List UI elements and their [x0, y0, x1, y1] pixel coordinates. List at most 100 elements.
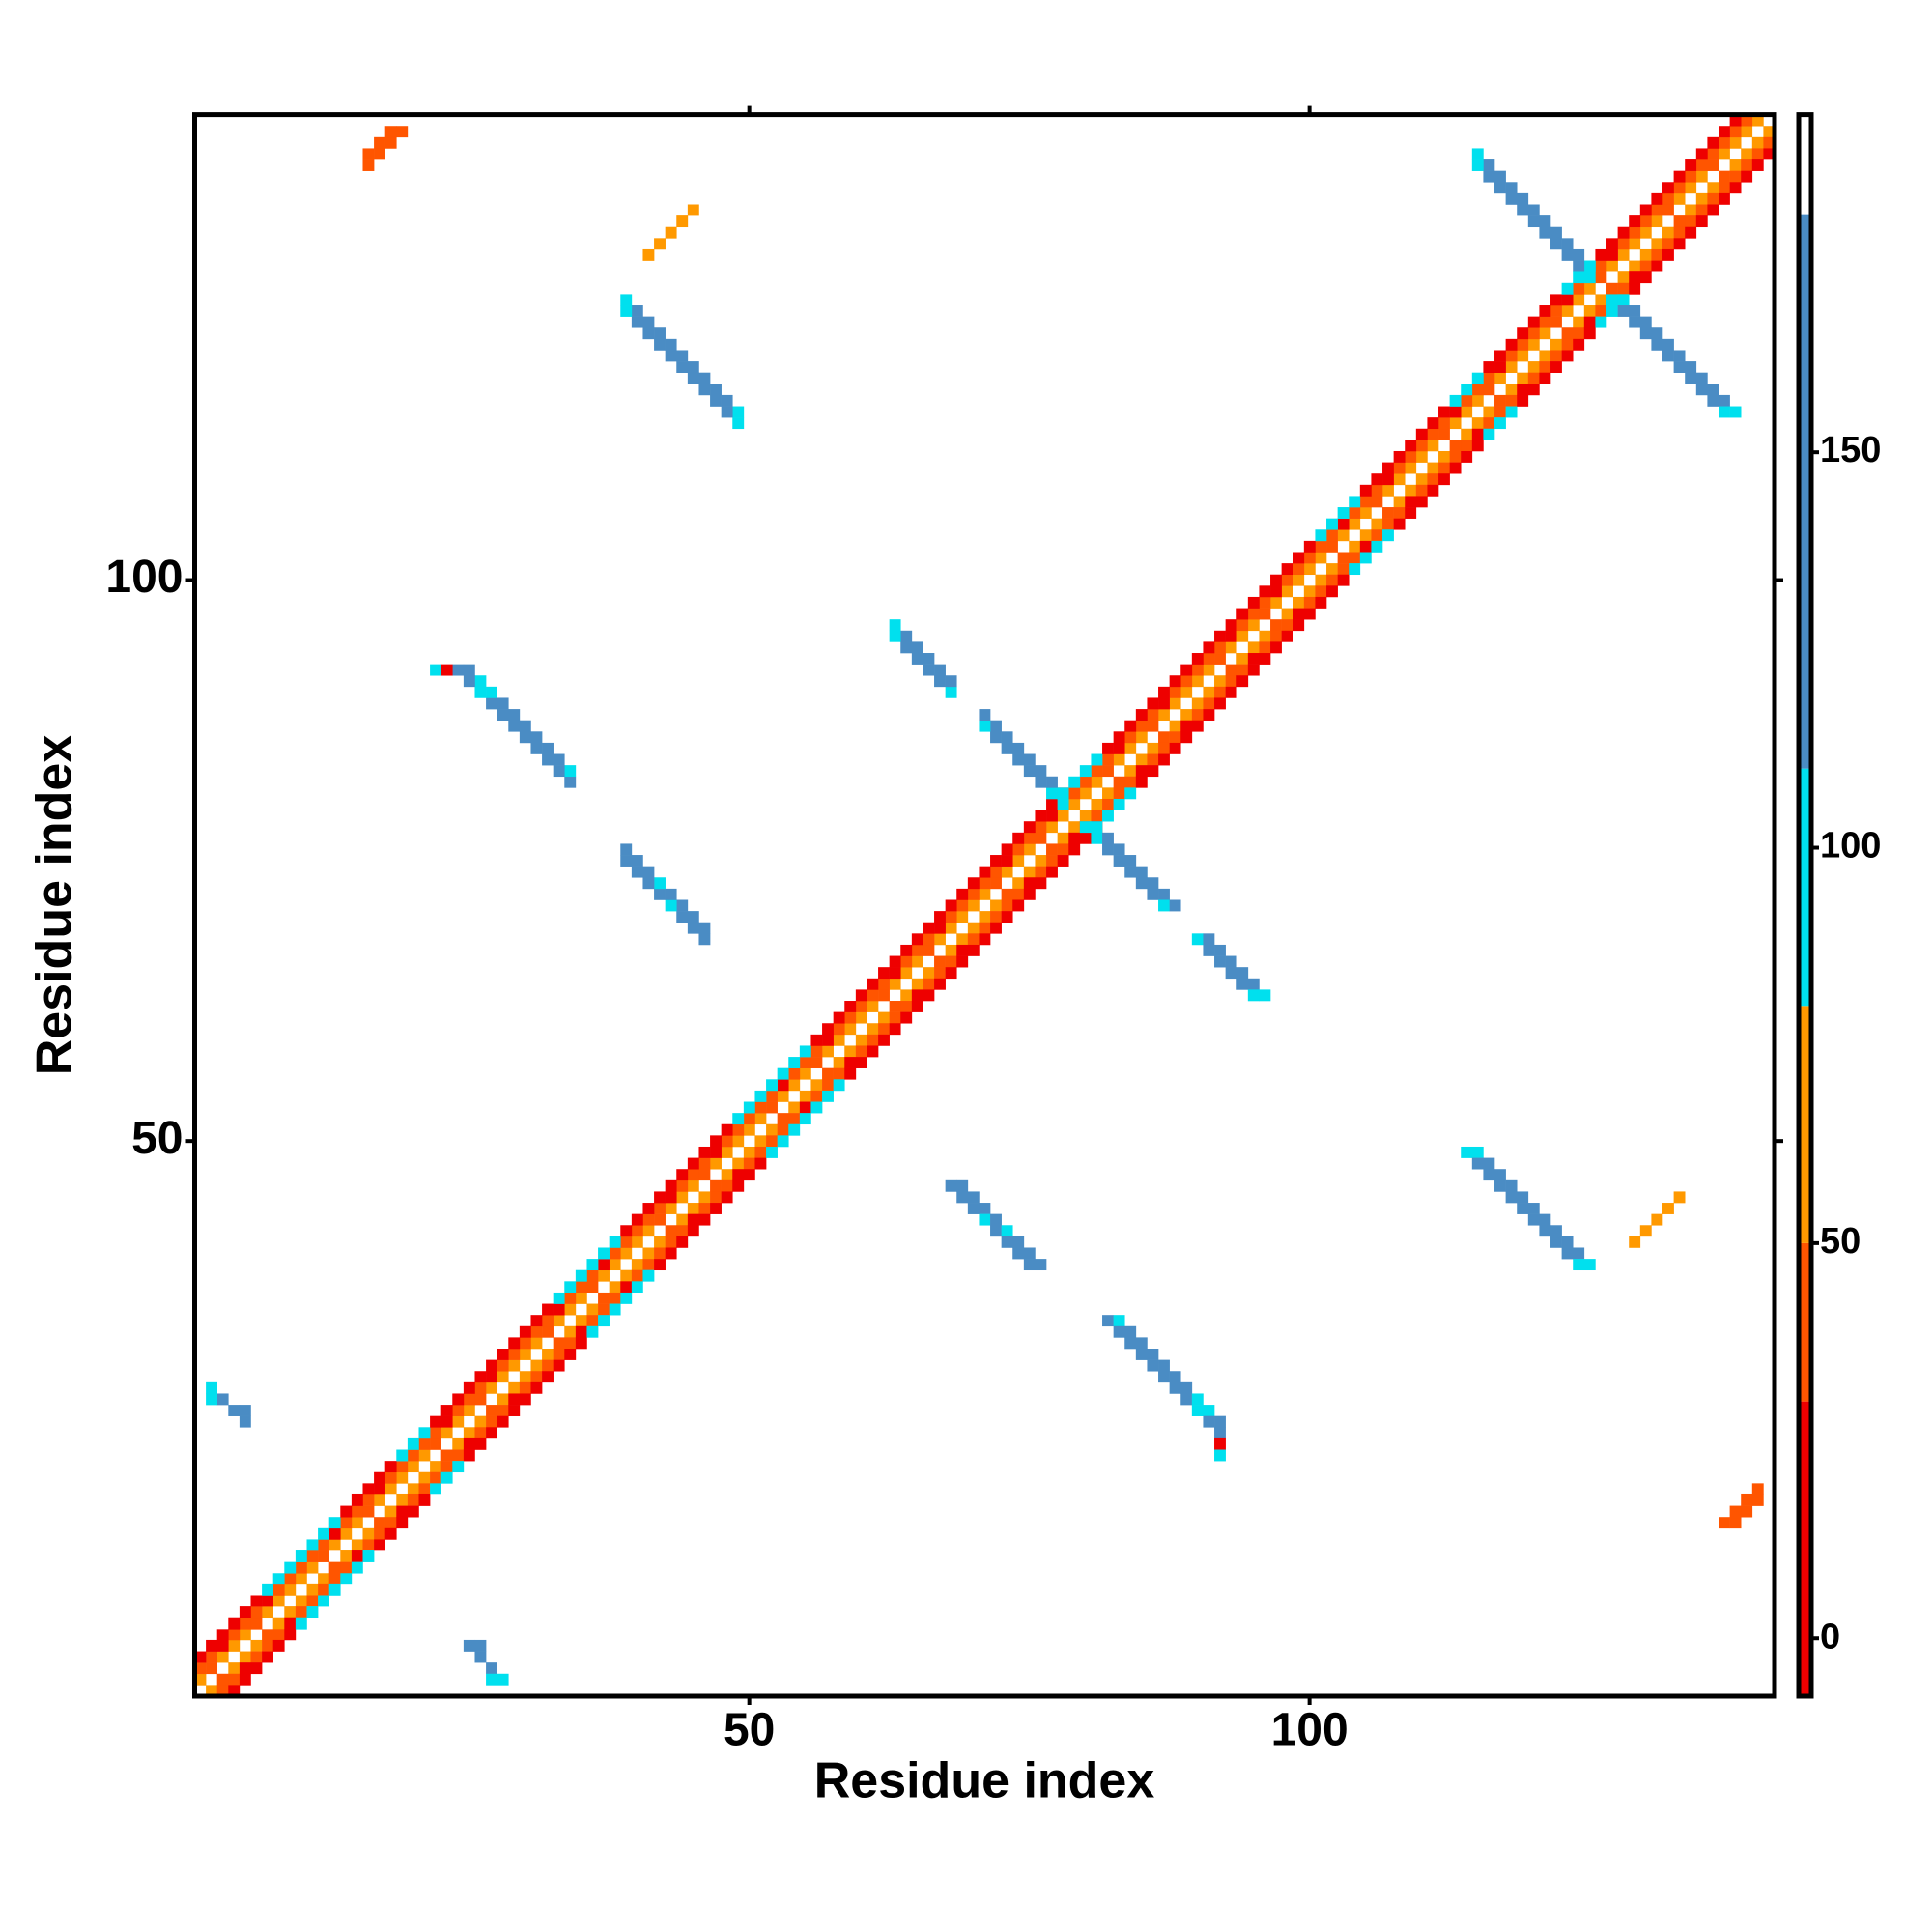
colorbar-segment [1799, 1401, 1811, 1696]
heatmap-cell [508, 1359, 521, 1372]
heatmap-cell [1494, 170, 1506, 183]
colorbar-tick-label: 150 [1820, 430, 1881, 470]
heatmap-cell [1225, 967, 1237, 980]
heatmap-cell [1303, 585, 1316, 598]
heatmap-cell [1763, 148, 1776, 160]
heatmap-cell [1124, 731, 1137, 744]
heatmap-cell [822, 1045, 834, 1058]
heatmap-cell [687, 1157, 699, 1170]
heatmap-cell [1247, 989, 1260, 1002]
heatmap-cell [407, 1449, 419, 1462]
heatmap-cell [698, 1146, 711, 1158]
heatmap-cell [1449, 406, 1462, 418]
heatmap-cell [609, 1259, 621, 1271]
heatmap-cell [1471, 394, 1484, 407]
heatmap-cell [1583, 316, 1596, 328]
heatmap-cell [777, 1090, 789, 1102]
heatmap-cell [1349, 518, 1361, 530]
heatmap-cell [676, 899, 689, 912]
heatmap-cell [1494, 182, 1506, 194]
heatmap-cell [508, 709, 521, 721]
heatmap-cell [810, 1101, 823, 1114]
heatmap-cell [676, 1236, 689, 1248]
heatmap-cell [1349, 552, 1361, 564]
heatmap-cell [1214, 944, 1226, 956]
heatmap-cell [1359, 552, 1372, 564]
heatmap-cell [1741, 1505, 1753, 1518]
heatmap-cell [542, 1359, 554, 1372]
heatmap-cell [878, 1023, 890, 1036]
heatmap-cell [1091, 821, 1103, 834]
heatmap-cell [1483, 159, 1495, 171]
heatmap-cell [1091, 753, 1103, 766]
heatmap-cell [1639, 1225, 1652, 1237]
heatmap-cell [665, 899, 677, 912]
heatmap-cell [1405, 484, 1417, 497]
heatmap-cell [452, 1461, 465, 1473]
heatmap-cell [1550, 1236, 1562, 1248]
heatmap-cell [833, 1011, 845, 1024]
heatmap-cell [1595, 316, 1607, 328]
heatmap-cell [698, 1169, 711, 1181]
heatmap-cell [1147, 753, 1159, 766]
heatmap-cell [687, 372, 699, 384]
heatmap-cell [362, 1505, 375, 1518]
heatmap-cell [1214, 686, 1226, 698]
colorbar-segment [1799, 1242, 1811, 1402]
heatmap-cell [1203, 686, 1215, 698]
heatmap-cell [1461, 440, 1473, 452]
heatmap-cell [418, 1437, 431, 1450]
heatmap-cell [698, 1203, 711, 1214]
heatmap-cell [239, 1651, 251, 1663]
heatmap-cell [1259, 585, 1271, 598]
heatmap-cell [1561, 305, 1574, 317]
heatmap-cell [1415, 440, 1428, 452]
heatmap-cell [1203, 697, 1215, 710]
heatmap-cell [1662, 248, 1674, 261]
x-axis-title: Residue index [814, 1753, 1155, 1809]
heatmap-cell [799, 1101, 811, 1114]
heatmap-cell [407, 1483, 419, 1495]
heatmap-cell [911, 653, 923, 665]
heatmap-cell [1046, 776, 1058, 788]
heatmap-cell [194, 1662, 207, 1675]
heatmap-cell [598, 1303, 610, 1316]
heatmap-cell [766, 1101, 778, 1114]
heatmap-cell [642, 1269, 655, 1282]
heatmap-cell [1180, 686, 1193, 698]
heatmap-cell [1315, 552, 1327, 564]
heatmap-cell [945, 967, 957, 980]
colorbar-tick-label: 100 [1820, 826, 1881, 867]
heatmap-cell [620, 1225, 633, 1237]
heatmap-cell [1259, 608, 1271, 620]
heatmap-cell [1281, 608, 1293, 620]
heatmap-cell [474, 675, 487, 688]
heatmap-cell [262, 1651, 273, 1663]
heatmap-cell [867, 1001, 879, 1012]
heatmap-cell [206, 1662, 217, 1675]
heatmap-cell [1741, 159, 1753, 171]
heatmap-cell [1483, 384, 1495, 396]
heatmap-cell [272, 1617, 285, 1630]
heatmap-cell [967, 1203, 980, 1214]
heatmap-cell [553, 1292, 565, 1304]
heatmap-cell [1203, 933, 1215, 946]
heatmap-cell [1673, 226, 1686, 239]
heatmap-cell [1695, 148, 1708, 160]
heatmap-cell [1337, 552, 1350, 564]
heatmap-cell [1035, 821, 1047, 834]
heatmap-cell [328, 1583, 341, 1596]
heatmap-cell [710, 1157, 722, 1170]
heatmap-cell [1113, 1315, 1125, 1327]
heatmap-cell [732, 1113, 745, 1125]
heatmap-cell [1449, 440, 1462, 452]
heatmap-cell [945, 922, 957, 934]
heatmap-cell [1046, 810, 1058, 822]
heatmap-cell [1707, 182, 1719, 194]
heatmap-cell [799, 1067, 811, 1080]
heatmap-cell [967, 944, 980, 956]
heatmap-cell [519, 1381, 531, 1394]
heatmap-cell [1415, 484, 1428, 497]
heatmap-cell [407, 1437, 419, 1450]
heatmap-cell [788, 1113, 801, 1125]
